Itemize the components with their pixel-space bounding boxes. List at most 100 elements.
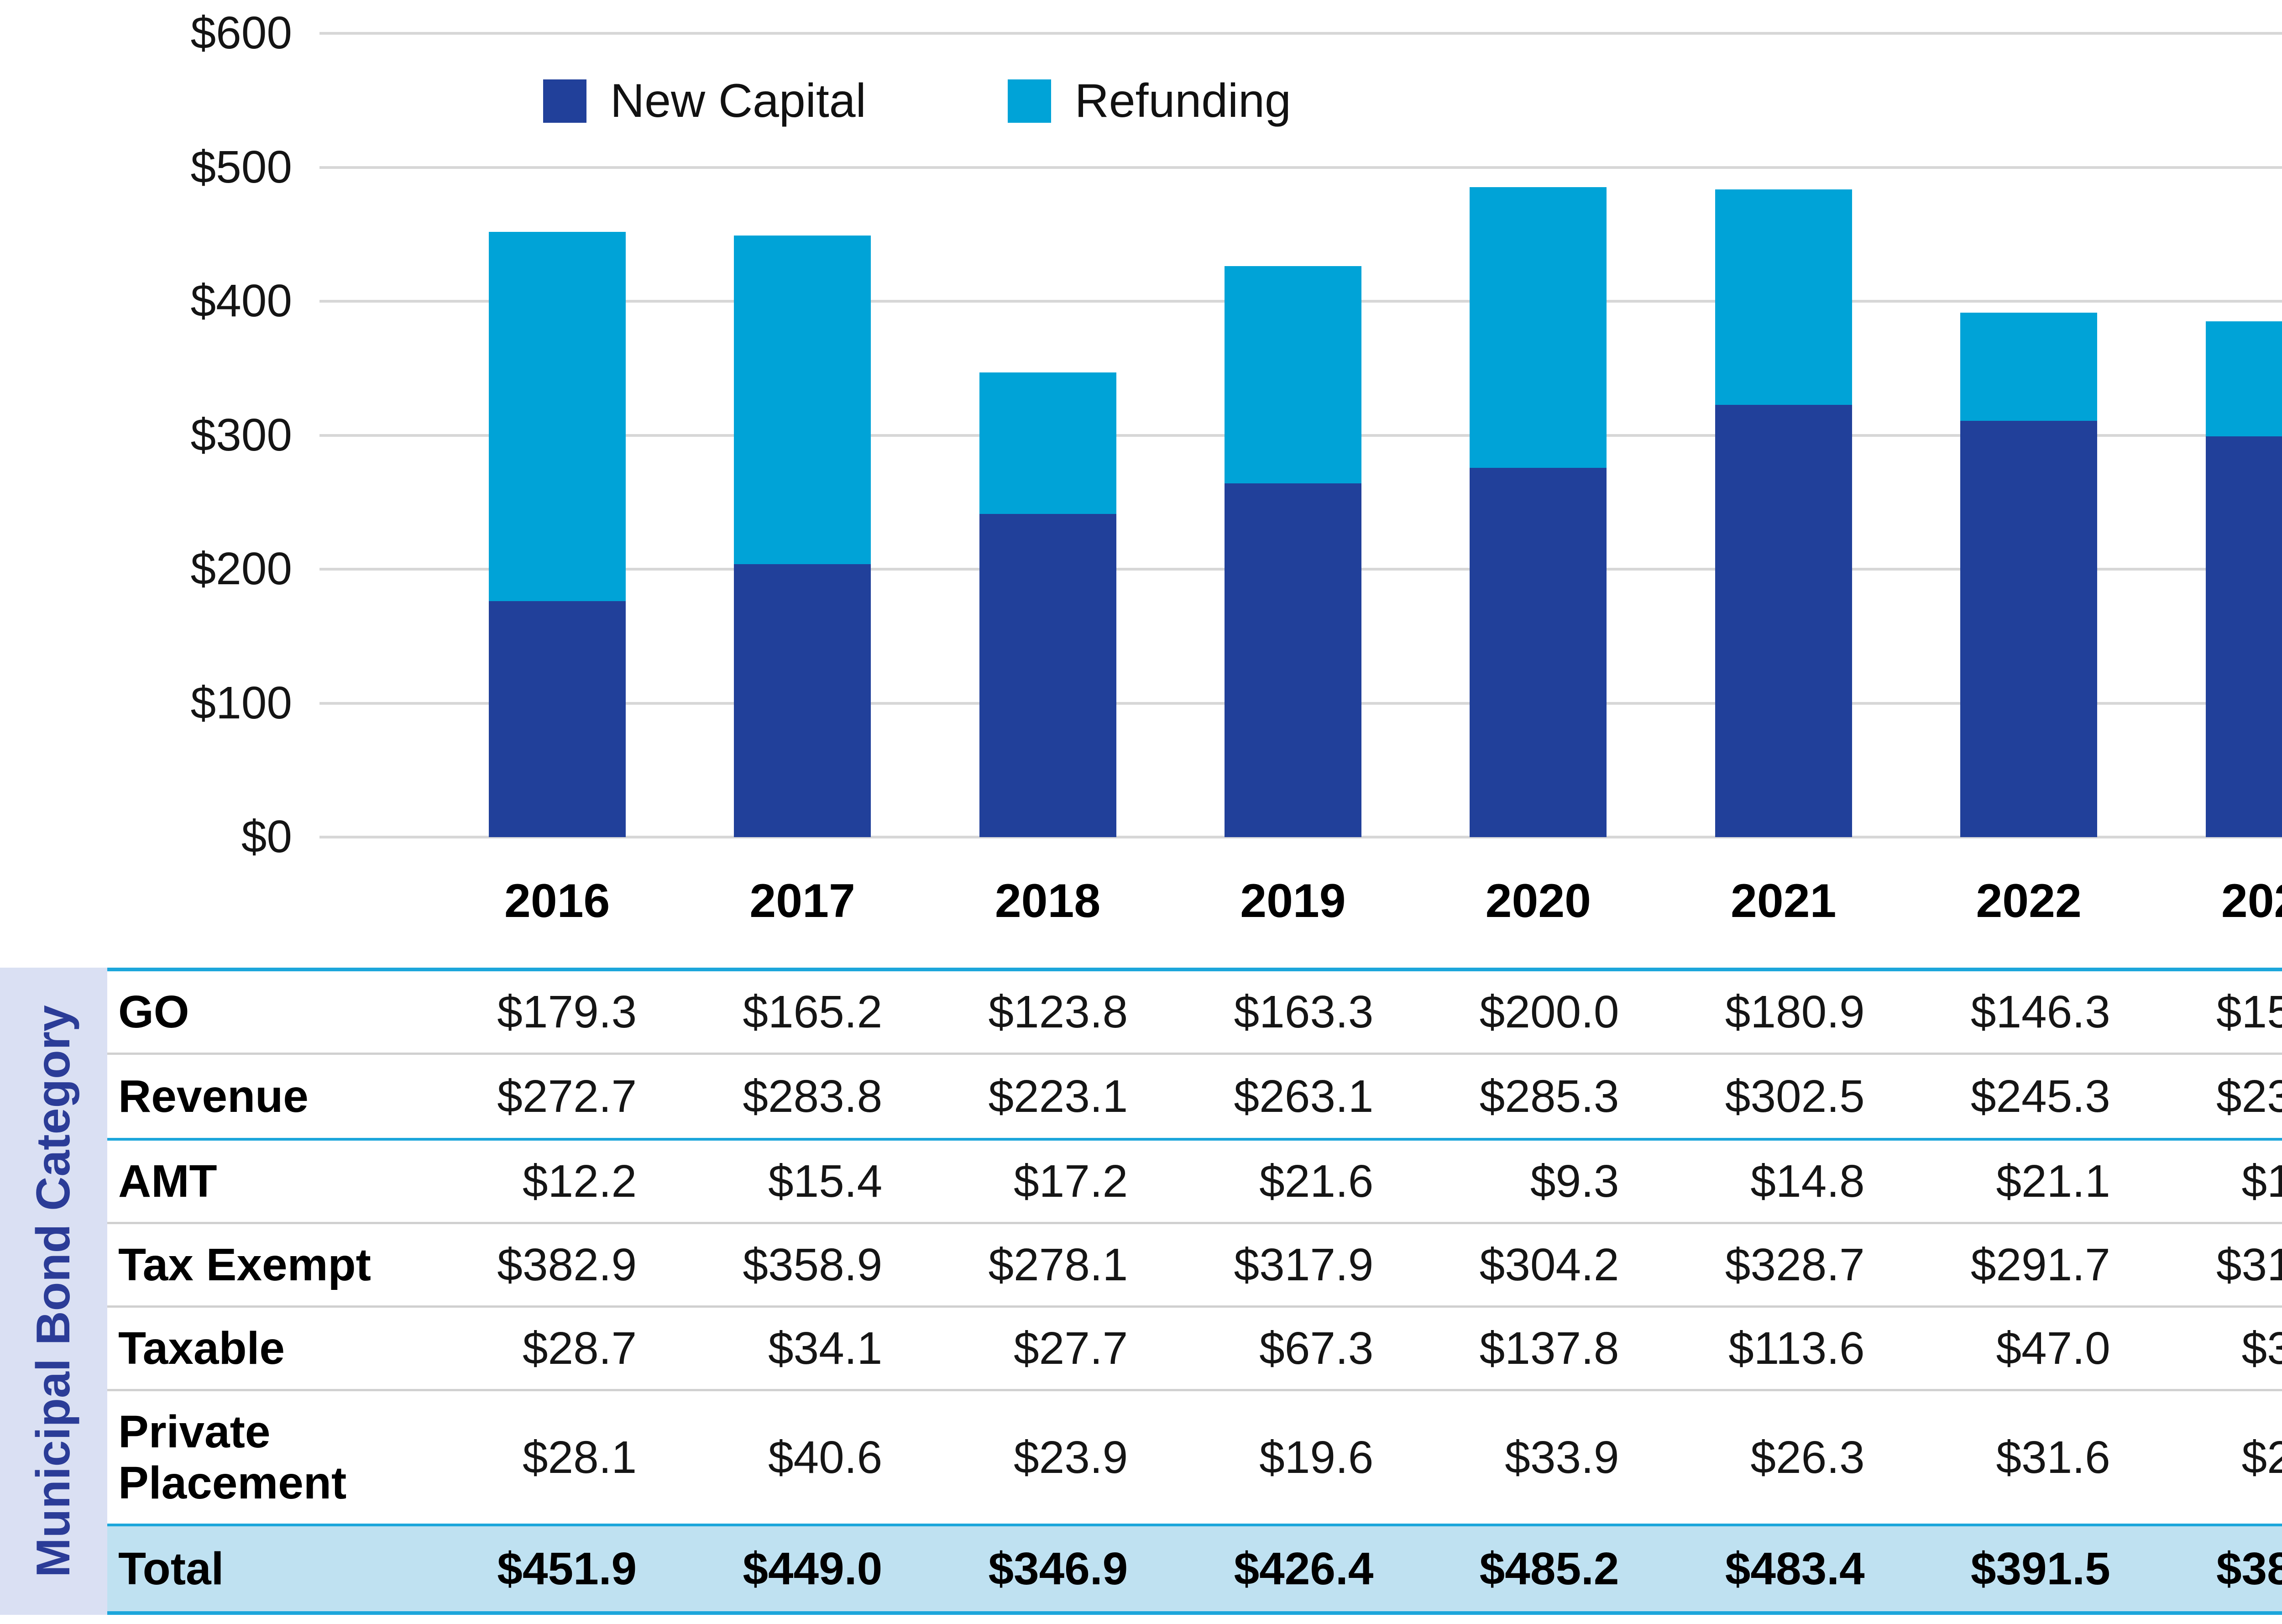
cell-private-placement-2019: $19.6	[1259, 1431, 1374, 1483]
cell-amt-2023: $16.7	[2241, 1155, 2282, 1207]
cell-total-2022: $391.5	[1970, 1543, 2110, 1594]
cell-go-2016: $179.3	[497, 986, 637, 1037]
cell-tax-exempt-2020: $304.2	[1479, 1239, 1619, 1290]
bar-column-2018	[925, 33, 1170, 837]
cell-tax-exempt-2018: $278.1	[988, 1239, 1128, 1290]
x-axis-label-2020: 2020	[1485, 875, 1591, 927]
x-axis-label-2022: 2022	[1976, 875, 2082, 927]
cell-total-2020: $485.2	[1479, 1543, 1619, 1594]
table-row-revenue: Revenue $272.7 $283.8 $223.1 $263.1 $285.3 $30…	[107, 1053, 2282, 1138]
segment-refunding	[1470, 187, 1607, 468]
y-tick-label: $0	[241, 811, 292, 862]
cell-total-2019: $426.4	[1234, 1543, 1374, 1594]
chart-legend: New Capital Refunding	[543, 74, 1291, 128]
segment-refunding	[1224, 266, 1361, 484]
x-axis-label-2023: 2023	[2221, 875, 2282, 927]
x-axis-label-2016: 2016	[504, 875, 610, 927]
bar-column-2021	[1661, 33, 1906, 837]
cell-amt-2021: $14.8	[1750, 1155, 1865, 1207]
cell-revenue-2018: $223.1	[988, 1070, 1128, 1122]
cell-revenue-2020: $285.3	[1479, 1070, 1619, 1122]
cell-total-2018: $346.9	[988, 1543, 1128, 1594]
cell-tax-exempt-2019: $317.9	[1234, 1239, 1374, 1290]
x-axis-labels: 201620172018201920202021202220232024YTD …	[434, 874, 2282, 928]
cell-go-2019: $163.3	[1234, 986, 1374, 1037]
legend-item-new-capital: New Capital	[543, 74, 866, 128]
stacked-bar-2019	[1224, 266, 1361, 837]
stacked-bar-2021	[1715, 189, 1852, 837]
cell-revenue-2017: $283.8	[743, 1070, 883, 1122]
cell-taxable-2021: $113.6	[1728, 1322, 1865, 1374]
cell-taxable-2016: $28.7	[522, 1322, 637, 1374]
cell-tax-exempt-2017: $358.9	[743, 1239, 883, 1290]
row-label: Taxable	[118, 1323, 285, 1374]
cell-go-2018: $123.8	[988, 986, 1128, 1037]
legend-item-refunding: Refunding	[1007, 74, 1291, 128]
cell-tax-exempt-2022: $291.7	[1970, 1239, 2110, 1290]
segment-refunding	[2205, 321, 2282, 437]
bar-column-2016	[434, 33, 680, 837]
bar-column-2023	[2151, 33, 2282, 837]
stacked-bar-2023	[2205, 321, 2282, 837]
side-band-label: Municipal Bond Category	[27, 1005, 80, 1577]
cell-taxable-2017: $34.1	[768, 1322, 883, 1374]
y-tick-label: $100	[190, 677, 292, 728]
segment-refunding	[1715, 189, 1852, 405]
table-row-go: GO $179.3 $165.2 $123.8 $163.3 $200.0 $180.9 $1…	[107, 971, 2282, 1053]
row-label: Revenue	[118, 1071, 309, 1122]
segment-refunding	[488, 231, 626, 601]
cell-amt-2018: $17.2	[1014, 1155, 1128, 1207]
cell-amt-2017: $15.4	[768, 1155, 883, 1207]
y-tick-label: $500	[190, 141, 292, 193]
cell-taxable-2020: $137.8	[1479, 1322, 1619, 1374]
cell-go-2021: $180.9	[1725, 986, 1865, 1037]
cell-revenue-2019: $263.1	[1234, 1070, 1374, 1122]
cell-amt-2016: $12.2	[522, 1155, 637, 1207]
table-row-amt: AMT $12.2 $15.4 $17.2 $21.6 $9.3 $14.8 $21.1 $16…	[107, 1138, 2282, 1222]
segment-refunding	[734, 236, 871, 565]
table-row-taxable: Taxable $28.7 $34.1 $27.7 $67.3 $137.8 $113.6 $…	[107, 1305, 2282, 1389]
cell-private-placement-2017: $40.6	[768, 1431, 883, 1483]
cell-revenue-2022: $245.3	[1970, 1070, 2110, 1122]
stacked-bar-2022	[1960, 312, 2098, 837]
cell-tax-exempt-2023: $313.9	[2216, 1239, 2282, 1290]
segment-new-capital	[979, 513, 1116, 837]
gridline-500	[319, 166, 2282, 169]
stacked-bar-2020	[1470, 187, 1607, 837]
row-label: Tax Exempt	[118, 1239, 371, 1290]
new-capital-swatch-icon	[543, 79, 586, 123]
cell-tax-exempt-2016: $382.9	[497, 1239, 637, 1290]
cell-total-2021: $483.4	[1725, 1543, 1865, 1594]
bars-container	[434, 33, 2282, 837]
cell-go-2017: $165.2	[743, 986, 883, 1037]
cell-private-placement-2020: $33.9	[1505, 1431, 1619, 1483]
segment-refunding	[979, 372, 1116, 514]
legend-label-refunding: Refunding	[1074, 74, 1291, 127]
cell-private-placement-2016: $28.1	[522, 1431, 637, 1483]
bar-column-2020	[1416, 33, 1661, 837]
row-label: AMT	[118, 1156, 217, 1207]
legend-label-new-capital: New Capital	[610, 74, 866, 127]
segment-new-capital	[1960, 420, 2098, 837]
table-row-total: Total $451.9 $449.0 $346.9 $426.4 $485.2 $483.…	[107, 1524, 2282, 1611]
row-label: Private Placement	[118, 1406, 347, 1509]
x-axis-label-2017: 2017	[749, 875, 855, 927]
y-tick-label: $400	[190, 275, 292, 326]
cell-taxable-2022: $47.0	[1996, 1322, 2110, 1374]
y-tick-label: $300	[190, 409, 292, 461]
stacked-bar-2018	[979, 372, 1116, 837]
y-axis: $0 $100 $200 $300 $400 $500 $600	[0, 7, 292, 862]
gridline-0	[319, 836, 2282, 838]
cell-taxable-2023: $32.8	[2241, 1322, 2282, 1374]
bond-category-table: Municipal Bond Category GO $179.3 $165.2 $1…	[0, 968, 2282, 1615]
cell-total-2016: $451.9	[497, 1543, 637, 1594]
cell-revenue-2023: $235.0	[2216, 1070, 2282, 1122]
cell-taxable-2018: $27.7	[1014, 1322, 1128, 1374]
bar-column-2022	[1906, 33, 2151, 837]
cell-total-2023: $385.1	[2216, 1543, 2282, 1594]
bar-column-2019	[1170, 33, 1415, 837]
x-axis-label-2019: 2019	[1240, 875, 1346, 927]
gridline-600	[319, 32, 2282, 35]
cell-revenue-2016: $272.7	[497, 1070, 637, 1122]
cell-amt-2022: $21.1	[1996, 1155, 2110, 1207]
